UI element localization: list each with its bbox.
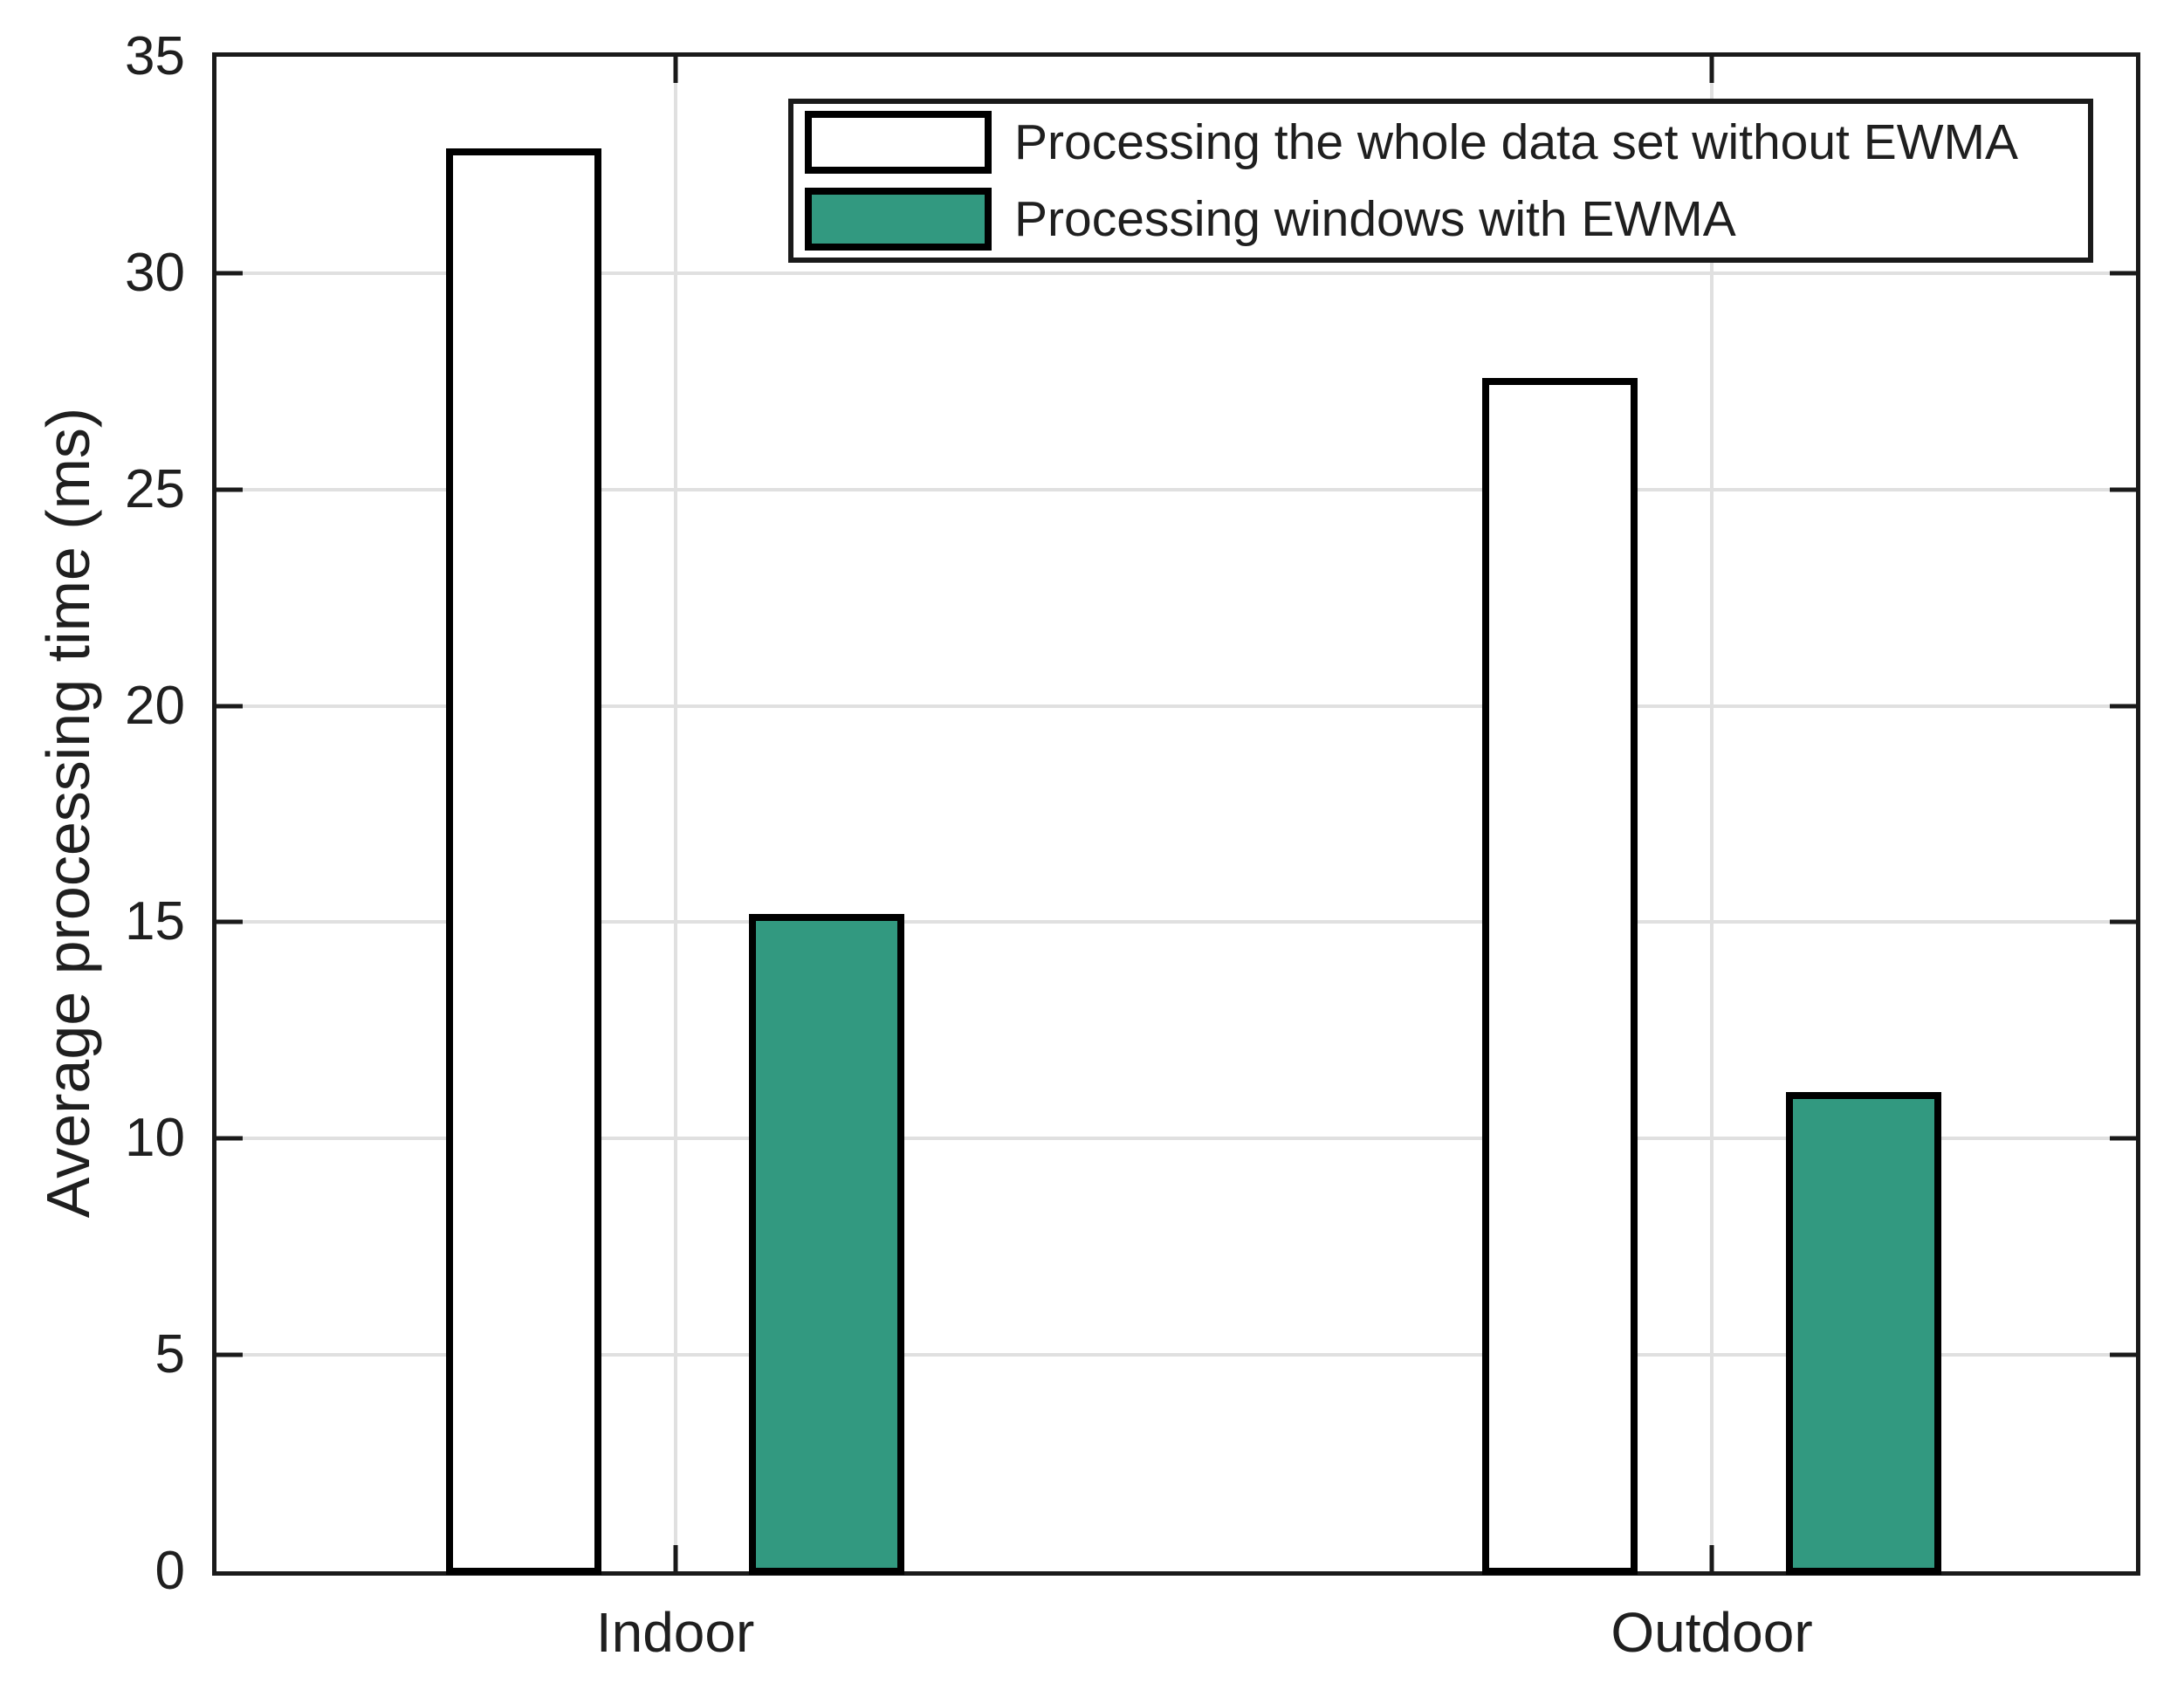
- x-category-label: Indoor: [595, 1601, 755, 1664]
- x-gridline: [1710, 57, 1714, 1571]
- x-gridline: [673, 57, 677, 1571]
- y-tick-label: 0: [155, 1541, 185, 1601]
- y-tick-mark-right: [2110, 704, 2136, 709]
- y-gridline: [216, 704, 2136, 708]
- y-axis-title: Average processing time (ms): [34, 407, 102, 1219]
- y-gridline: [216, 271, 2136, 275]
- x-tick-mark-bottom: [673, 1545, 678, 1571]
- y-gridline: [216, 1353, 2136, 1357]
- x-category-label: Outdoor: [1611, 1601, 1813, 1664]
- y-tick-mark-left: [216, 704, 243, 709]
- y-tick-label: 15: [125, 891, 185, 952]
- y-tick-label: 30: [125, 242, 185, 303]
- y-tick-mark-right: [2110, 919, 2136, 924]
- y-tick-label: 35: [125, 26, 185, 86]
- legend: Processing the whole data set without EW…: [788, 99, 2093, 263]
- y-tick-mark-right: [2110, 1136, 2136, 1141]
- y-tick-mark-right: [2110, 487, 2136, 492]
- legend-swatch-icon: [805, 188, 992, 251]
- legend-swatch-icon: [805, 111, 992, 174]
- y-gridline: [216, 1137, 2136, 1141]
- y-tick-label: 10: [125, 1108, 185, 1169]
- y-tick-mark-right: [2110, 271, 2136, 276]
- y-tick-mark-right: [2110, 1352, 2136, 1357]
- y-gridline: [216, 920, 2136, 924]
- bar-series2-indoor: [749, 914, 905, 1575]
- bar-series1-indoor: [445, 148, 601, 1575]
- bar-series1-outdoor: [1482, 377, 1638, 1575]
- plot-area: [212, 52, 2140, 1576]
- x-tick-mark-top: [1709, 57, 1714, 83]
- y-tick-label: 25: [125, 458, 185, 519]
- y-gridline: [216, 487, 2136, 491]
- legend-label: Processing the whole data set without EW…: [1014, 113, 2019, 170]
- y-tick-mark-left: [216, 487, 243, 492]
- y-tick-mark-left: [216, 271, 243, 276]
- y-tick-mark-left: [216, 1352, 243, 1357]
- x-tick-mark-bottom: [1709, 1545, 1714, 1571]
- y-tick-label: 5: [155, 1324, 185, 1385]
- x-tick-mark-top: [673, 57, 678, 83]
- legend-item: Processing the whole data set without EW…: [805, 104, 2088, 181]
- y-tick-label: 20: [125, 675, 185, 736]
- y-tick-mark-left: [216, 919, 243, 924]
- y-tick-mark-left: [216, 1136, 243, 1141]
- bar-series2-outdoor: [1785, 1091, 1941, 1575]
- legend-item: Processing windows with EWMA: [805, 181, 2088, 258]
- legend-label: Processing windows with EWMA: [1014, 190, 1736, 247]
